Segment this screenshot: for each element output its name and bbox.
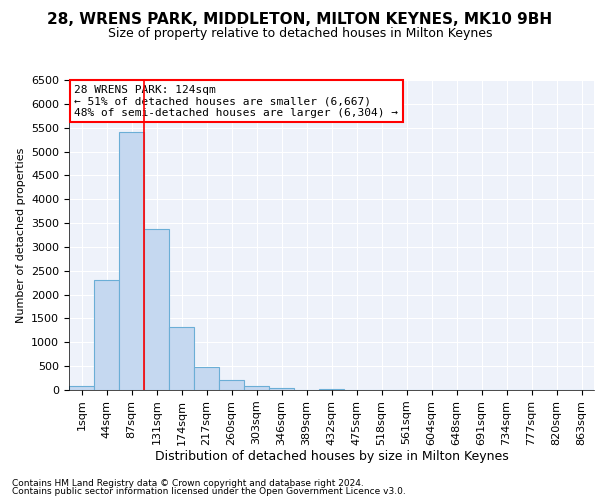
Bar [244,386,269,390]
Bar [94,280,119,390]
Text: 28, WRENS PARK, MIDDLETON, MILTON KEYNES, MK10 9BH: 28, WRENS PARK, MIDDLETON, MILTON KEYNES… [47,12,553,28]
Text: 28 WRENS PARK: 124sqm
← 51% of detached houses are smaller (6,667)
48% of semi-d: 28 WRENS PARK: 124sqm ← 51% of detached … [74,84,398,118]
Text: Contains public sector information licensed under the Open Government Licence v3: Contains public sector information licen… [12,487,406,496]
Text: Contains HM Land Registry data © Crown copyright and database right 2024.: Contains HM Land Registry data © Crown c… [12,478,364,488]
Bar [69,386,94,390]
Bar [169,326,194,390]
X-axis label: Distribution of detached houses by size in Milton Keynes: Distribution of detached houses by size … [155,450,508,464]
Y-axis label: Number of detached properties: Number of detached properties [16,148,26,322]
Bar [144,229,169,390]
Text: Size of property relative to detached houses in Milton Keynes: Size of property relative to detached ho… [108,28,492,40]
Bar [194,367,219,390]
Bar [269,388,294,390]
Bar [119,132,144,390]
Bar [219,380,244,390]
Bar [319,389,344,390]
